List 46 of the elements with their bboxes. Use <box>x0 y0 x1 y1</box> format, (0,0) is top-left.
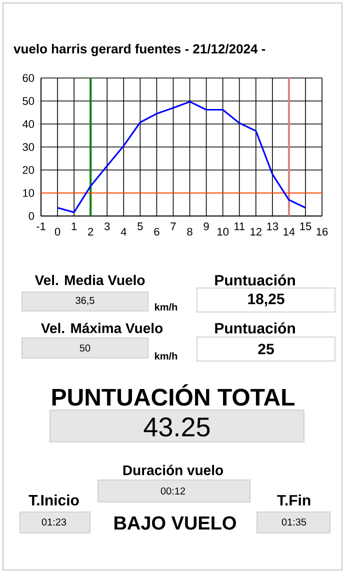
text: Duración vuelo <box>123 464 224 476</box>
text: 25 <box>258 344 274 354</box>
text: BAJO VUELO <box>114 516 236 530</box>
x-tick-label: 10 <box>218 228 229 236</box>
text: 43.25 <box>144 417 210 437</box>
y-tick-label: 60 <box>22 74 34 82</box>
text: 18,25 <box>248 294 284 306</box>
text: 00:12 <box>160 487 186 495</box>
x-tick-label: 2 <box>88 228 94 236</box>
x-tick-label: 1 <box>72 222 77 230</box>
text: km/h <box>155 352 178 360</box>
y-tick-label: 20 <box>22 166 34 174</box>
x-tick-label: 0 <box>54 228 60 236</box>
chart-title: vuelo harris gerard fuentes - 21/12/2024 - <box>14 44 266 56</box>
text: km/h <box>155 303 178 311</box>
text: 01:23 <box>42 518 66 526</box>
text: T.Fin <box>277 494 310 506</box>
x-tick-label: 13 <box>267 222 278 230</box>
y-tick-label: 50 <box>22 97 34 105</box>
y-tick-label: 30 <box>22 143 34 151</box>
y-tick-label: 10 <box>23 189 34 197</box>
text: Puntuación <box>215 322 295 334</box>
text: 50 <box>80 344 90 352</box>
text: Puntuación <box>215 274 295 286</box>
x-tick-label: 12 <box>250 228 262 236</box>
y-tick-label: 0 <box>28 212 34 220</box>
x-tick-label: 15 <box>300 222 312 230</box>
x-tick-label: 7 <box>170 222 176 230</box>
x-tick-label: 14 <box>284 228 295 236</box>
line-series <box>56 100 306 214</box>
text: 36,5 <box>76 296 94 306</box>
x-tick-label: 5 <box>138 222 143 230</box>
x-tick-label: 8 <box>187 228 192 236</box>
text: T.Inicio <box>28 494 79 506</box>
x-tick-label: 6 <box>154 228 160 236</box>
x-tick-label: 9 <box>204 222 209 230</box>
x-tick-label: 3 <box>104 222 110 230</box>
x-tick-label: 11 <box>234 222 245 230</box>
x-tick-label: 4 <box>120 228 126 236</box>
text: Vel. Media Vuelo <box>34 274 145 286</box>
text: 01:35 <box>282 518 306 526</box>
y-tick-label: 40 <box>22 120 34 128</box>
text: Vel. Máxima Vuelo <box>41 322 163 334</box>
x-tick-label: -1 <box>36 222 46 230</box>
text: PUNTUACIÓN TOTAL <box>52 384 294 406</box>
x-tick-label: 16 <box>316 228 328 236</box>
